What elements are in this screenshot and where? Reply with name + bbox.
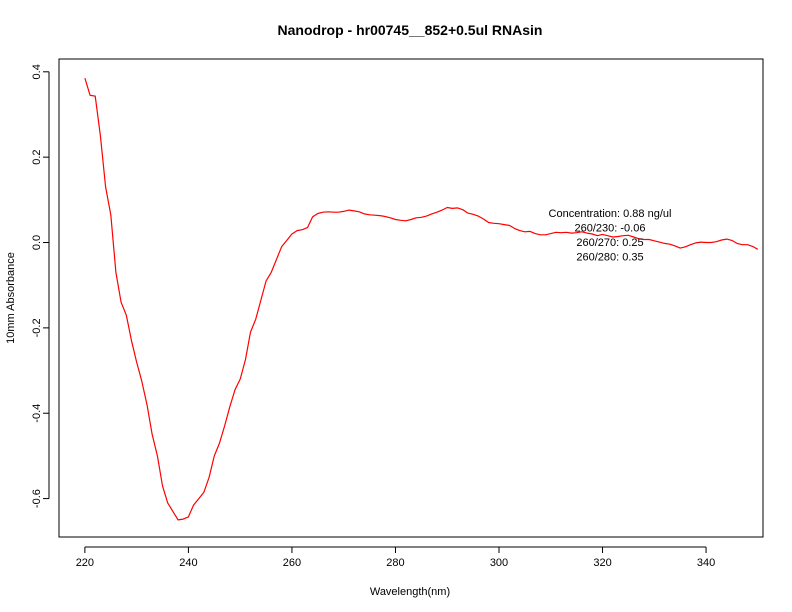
y-tick-label: -0.2 [31, 318, 43, 337]
series-group [84, 78, 759, 521]
x-tick-label: 340 [697, 557, 715, 569]
y-tick-label: 0.2 [31, 150, 43, 165]
chart-title: Nanodrop - hr00745__852+0.5ul RNAsin [278, 22, 543, 38]
x-tick-label: 320 [593, 557, 611, 569]
absorbance-line [84, 78, 759, 521]
y-tick-label: 0.4 [31, 64, 43, 79]
y-axis-label: 10mm Absorbance [5, 252, 17, 344]
y-tick-label: -0.6 [31, 489, 43, 508]
x-axis: 220 240 260 280 300 320 340 [76, 546, 715, 569]
annotation-text: 260/230: -0.06 [575, 223, 646, 235]
x-axis-label: Wavelength(nm) [370, 586, 450, 598]
annotation-text: Concentration: 0.88 ng/ul [549, 208, 672, 220]
annotation-text: 260/270: 0.25 [576, 237, 643, 249]
y-tick-label: -0.4 [31, 404, 43, 423]
y-tick-label: 0.0 [31, 235, 43, 250]
x-tick-label: 220 [76, 557, 94, 569]
y-axis: -0.6 -0.4 -0.2 0.0 0.2 0.4 [31, 64, 50, 508]
x-tick-label: 280 [386, 557, 404, 569]
x-tick-label: 240 [179, 557, 197, 569]
annotation-group: Concentration: 0.88 ng/ul 260/230: -0.06 2… [549, 208, 672, 264]
x-tick-label: 260 [283, 557, 301, 569]
annotation-text: 260/280: 0.35 [576, 252, 643, 264]
plot-frame [58, 58, 764, 538]
x-tick-label: 300 [490, 557, 508, 569]
